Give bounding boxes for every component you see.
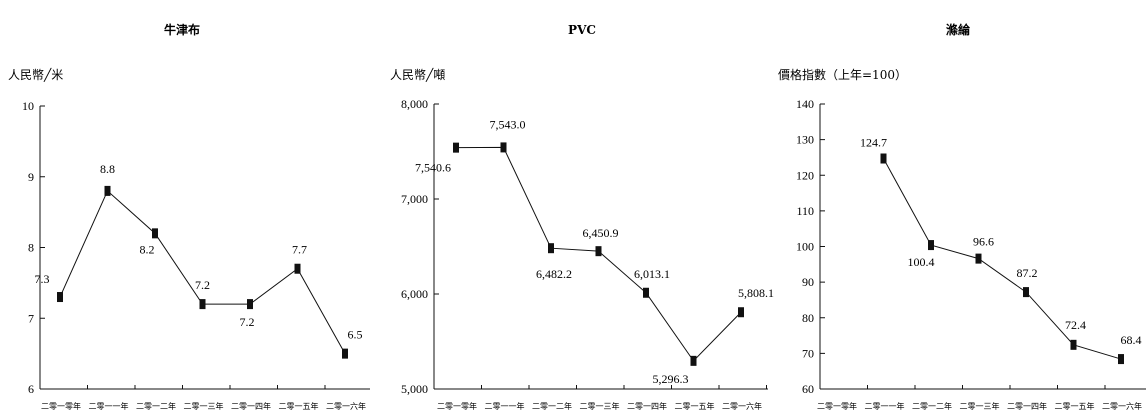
data-point-marker [342, 348, 348, 359]
x-tick-label: 二零一零年 [41, 401, 81, 411]
x-tick-label: 二零一五年 [1055, 401, 1095, 411]
x-tick-label: 二零一零年 [437, 401, 477, 411]
y-tick-label: 130 [796, 133, 814, 147]
data-label: 6,450.9 [583, 226, 619, 240]
data-point-marker [1023, 287, 1029, 298]
data-point-marker [152, 228, 158, 239]
y-tick-label: 140 [796, 97, 814, 111]
data-label: 8.2 [140, 242, 155, 256]
series-line [59, 190, 346, 354]
data-label: 68.4 [1121, 333, 1142, 347]
x-tick-label: 二零一四年 [1007, 401, 1047, 411]
chart-panel-1: 牛津布人民幣╱米678910二零一零年 二零一一年 二零一二年 二零一三年 二零一四年二… [8, 22, 370, 411]
y-axis-label: 價格指數（上年=100） [778, 67, 907, 82]
data-label: 7.3 [35, 272, 50, 286]
data-point-marker [104, 185, 111, 196]
data-point-marker [975, 253, 982, 264]
y-tick-label: 10 [22, 99, 34, 113]
y-tick-label: 100 [796, 240, 814, 254]
y-tick-label: 6 [28, 382, 34, 396]
data-point-marker [199, 299, 206, 310]
series-line [883, 158, 1122, 360]
data-point-marker [294, 263, 301, 274]
x-tick-label: 二零一一年 [485, 401, 525, 411]
chart-title: 滌綸 [946, 22, 971, 37]
x-tick-label: 二零一一年 [89, 401, 129, 411]
y-tick-label: 7 [28, 311, 34, 325]
data-point-marker [57, 292, 63, 303]
data-point-marker [643, 287, 649, 298]
y-tick-label: 6,000 [401, 287, 428, 301]
data-label: 72.4 [1065, 318, 1086, 332]
data-label: 100.4 [908, 255, 935, 269]
data-point-marker [453, 142, 459, 153]
y-axis-label: 人民幣╱米 [8, 67, 63, 82]
data-label: 96.6 [973, 235, 994, 249]
x-tick-label: 二零一六年 [722, 401, 762, 411]
data-label: 6.5 [348, 328, 363, 342]
x-tick-label: 二零一六年 [1102, 401, 1142, 411]
data-label: 7.2 [195, 278, 210, 292]
data-point-marker [500, 142, 507, 153]
y-tick-label: 8,000 [401, 97, 428, 111]
x-tick-label: 二零一三年 [960, 401, 1000, 411]
y-tick-label: 90 [802, 275, 814, 289]
x-tick-label: 二零一六年 [326, 401, 366, 411]
y-tick-label: 7,000 [401, 192, 428, 206]
data-label: 7.7 [292, 243, 307, 257]
data-point-marker [1070, 339, 1077, 350]
data-point-marker [548, 243, 554, 254]
x-tick-label: 二零一三年 [184, 401, 224, 411]
data-label: 5,808.1 [738, 286, 774, 300]
x-tick-label: 二零一一年 [865, 401, 905, 411]
x-tick-label: 二零一二年 [912, 401, 952, 411]
x-tick-label: 二零一四年 [231, 401, 271, 411]
y-tick-label: 120 [796, 168, 814, 182]
data-label: 6,013.1 [634, 267, 670, 281]
data-label: 124.7 [860, 136, 887, 150]
data-label: 6,482.2 [536, 267, 572, 281]
chart-title: 牛津布 [164, 22, 200, 37]
data-point-marker [928, 240, 934, 251]
data-label: 8.8 [100, 162, 115, 176]
data-label: 7.2 [240, 315, 255, 329]
x-tick-label: 二零一五年 [279, 401, 319, 411]
data-point-marker [595, 246, 602, 257]
x-tick-label: 二零一三年 [580, 401, 620, 411]
data-point-marker [690, 355, 697, 366]
x-tick-label: 二零一零年 [817, 401, 857, 411]
y-tick-label: 70 [802, 346, 814, 360]
data-point-marker [738, 307, 744, 318]
y-tick-label: 9 [28, 170, 34, 184]
data-point-marker [1118, 354, 1124, 365]
y-tick-label: 5,000 [401, 382, 428, 396]
data-label: 5,296.3 [653, 372, 689, 386]
y-tick-label: 80 [802, 311, 814, 325]
x-tick-label: 二零一二年 [532, 401, 572, 411]
chart-title: PVC [568, 23, 596, 37]
data-label: 7,540.6 [415, 161, 451, 175]
y-axis-label: 人民幣╱噸 [390, 67, 445, 82]
x-tick-label: 二零一二年 [136, 401, 176, 411]
x-tick-label: 二零一四年 [627, 401, 667, 411]
x-tick-label: 二零一五年 [675, 401, 715, 411]
y-tick-label: 8 [28, 241, 34, 255]
y-tick-label: 110 [796, 204, 814, 218]
y-tick-label: 60 [802, 382, 814, 396]
data-label: 87.2 [1017, 266, 1038, 280]
data-point-marker [247, 299, 253, 310]
data-point-marker [880, 153, 887, 164]
data-label: 7,543.0 [490, 117, 526, 131]
